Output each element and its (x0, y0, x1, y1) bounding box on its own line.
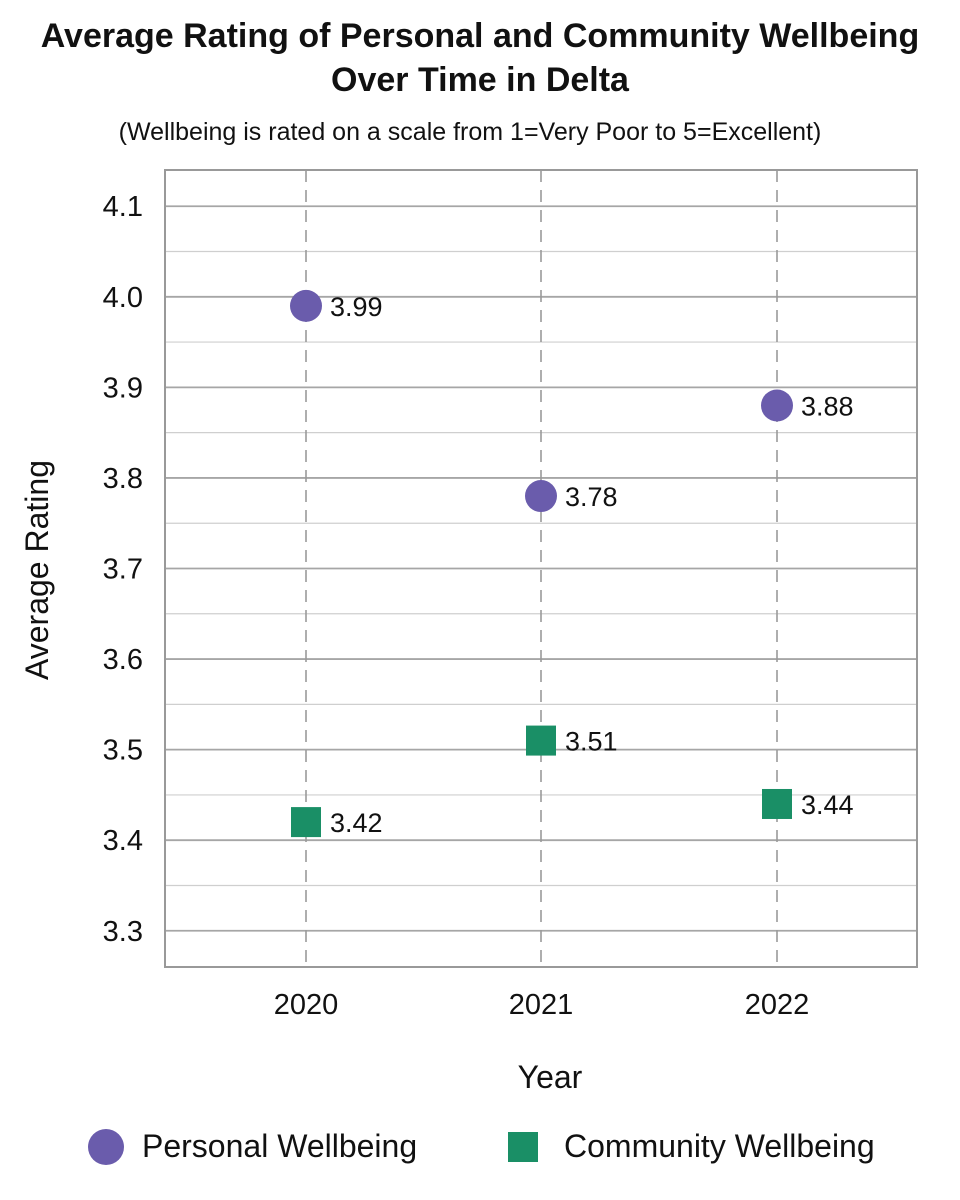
legend-item-community: Community Wellbeing (508, 1128, 875, 1165)
x-tick-label: 2022 (745, 989, 810, 1021)
data-label: 3.51 (565, 727, 618, 757)
y-tick-label: 3.3 (103, 916, 143, 948)
chart-subtitle: (Wellbeing is rated on a scale from 1=Ve… (118, 118, 822, 146)
legend: Personal Wellbeing Community Wellbeing (0, 1128, 960, 1178)
legend-label-personal: Personal Wellbeing (142, 1128, 418, 1164)
chart-title: Average Rating of Personal and Community… (0, 14, 960, 102)
personal-wellbeing-point (525, 480, 557, 513)
data-label: 3.88 (801, 391, 854, 421)
chart-title-line-2: Over Time in Delta (331, 61, 629, 99)
community-wellbeing-point (291, 807, 321, 838)
legend-square-marker (508, 1131, 538, 1162)
data-label: 3.42 (330, 808, 383, 838)
y-tick-label: 3.8 (103, 463, 143, 495)
y-tick-label: 4.1 (103, 191, 143, 223)
community-wellbeing-point (762, 788, 792, 819)
y-tick-label: 3.4 (103, 825, 143, 857)
x-tick-label: 2021 (509, 989, 574, 1021)
y-tick-label: 3.5 (103, 735, 143, 767)
marks-layer: 3.99 3.78 3.88 3.42 3.51 3.44 (290, 289, 854, 838)
data-label: 3.78 (565, 482, 618, 512)
x-axis-title: Year (518, 1059, 583, 1095)
legend-circle-marker (88, 1128, 124, 1165)
data-label: 3.44 (801, 790, 854, 820)
plot-frame (164, 169, 918, 968)
data-label: 3.99 (330, 292, 383, 322)
chart-title-line-1: Average Rating of Personal and Community… (40, 17, 920, 55)
community-wellbeing-point (526, 725, 556, 756)
legend-item-personal: Personal Wellbeing (88, 1128, 417, 1165)
personal-wellbeing-point (761, 389, 793, 422)
y-tick-label: 3.6 (103, 644, 143, 676)
y-tick-label: 3.9 (103, 372, 143, 404)
x-tick-label: 2020 (274, 989, 339, 1021)
y-tick-label: 4.0 (103, 282, 143, 314)
grid-layer: 3.3 3.4 3.5 3.6 3.7 3.8 3.9 4.0 4.1 2020 2021 2022 (103, 170, 917, 1021)
y-tick-label: 3.7 (103, 554, 143, 586)
legend-label-community: Community Wellbeing (564, 1128, 875, 1164)
y-axis-title: Average Rating (19, 460, 55, 680)
personal-wellbeing-point (290, 289, 322, 322)
